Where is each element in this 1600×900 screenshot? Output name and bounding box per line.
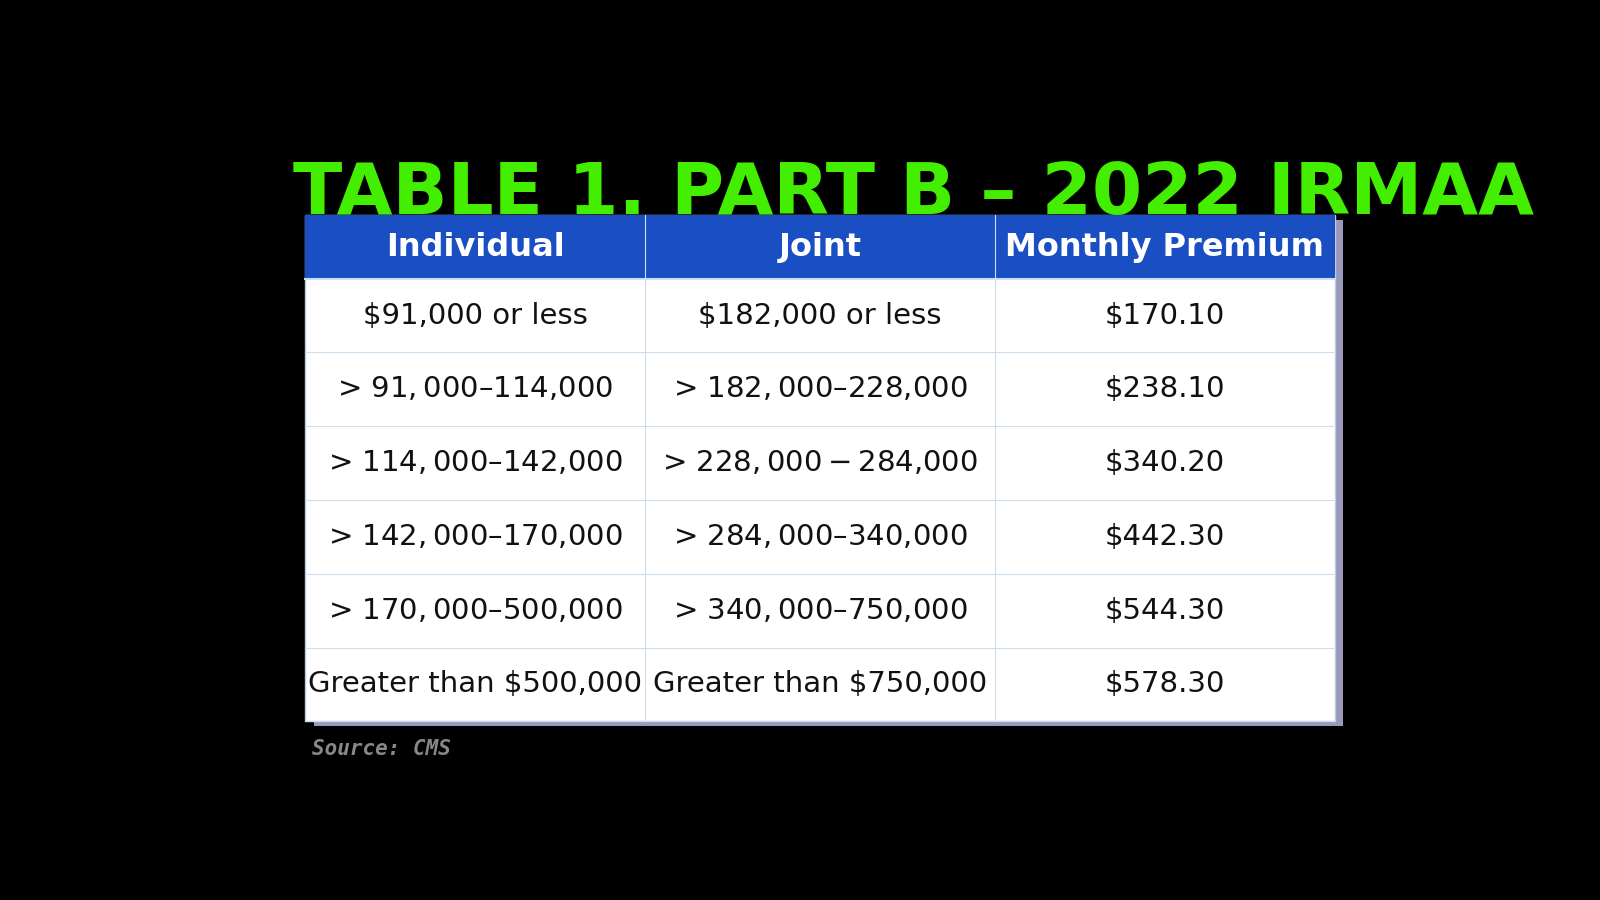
Text: $544.30: $544.30 xyxy=(1104,597,1226,625)
Text: Source: CMS: Source: CMS xyxy=(312,739,451,759)
Text: $182,000 or less: $182,000 or less xyxy=(698,302,942,329)
Text: $238.10: $238.10 xyxy=(1104,375,1226,403)
Text: > $284,000 – $340,000: > $284,000 – $340,000 xyxy=(672,523,968,551)
Text: $91,000 or less: $91,000 or less xyxy=(363,302,587,329)
Text: > $114,000 – $142,000: > $114,000 – $142,000 xyxy=(328,449,622,477)
FancyBboxPatch shape xyxy=(306,215,1334,721)
Text: > $91,000 – $114,000: > $91,000 – $114,000 xyxy=(338,375,613,403)
Text: TABLE 1. PART B – 2022 IRMAA: TABLE 1. PART B – 2022 IRMAA xyxy=(293,160,1534,229)
Text: $442.30: $442.30 xyxy=(1104,523,1226,551)
Text: > $182,000 – $228,000: > $182,000 – $228,000 xyxy=(672,375,968,403)
Text: > $340,000 – $750,000: > $340,000 – $750,000 xyxy=(672,597,968,625)
Text: Greater than $500,000: Greater than $500,000 xyxy=(309,670,642,698)
Text: $170.10: $170.10 xyxy=(1104,302,1226,329)
FancyBboxPatch shape xyxy=(306,215,1334,279)
Text: > $170,000 – $500,000: > $170,000 – $500,000 xyxy=(328,597,622,625)
Text: Joint: Joint xyxy=(779,231,861,263)
Text: $340.20: $340.20 xyxy=(1104,449,1226,477)
Text: Monthly Premium: Monthly Premium xyxy=(1005,231,1325,263)
FancyBboxPatch shape xyxy=(314,220,1344,726)
Text: > $228,000 -$284,000: > $228,000 -$284,000 xyxy=(662,449,978,477)
Text: Individual: Individual xyxy=(386,231,565,263)
Text: Greater than $750,000: Greater than $750,000 xyxy=(653,670,987,698)
Text: > $142,000 – $170,000: > $142,000 – $170,000 xyxy=(328,523,622,551)
Text: $578.30: $578.30 xyxy=(1104,670,1226,698)
